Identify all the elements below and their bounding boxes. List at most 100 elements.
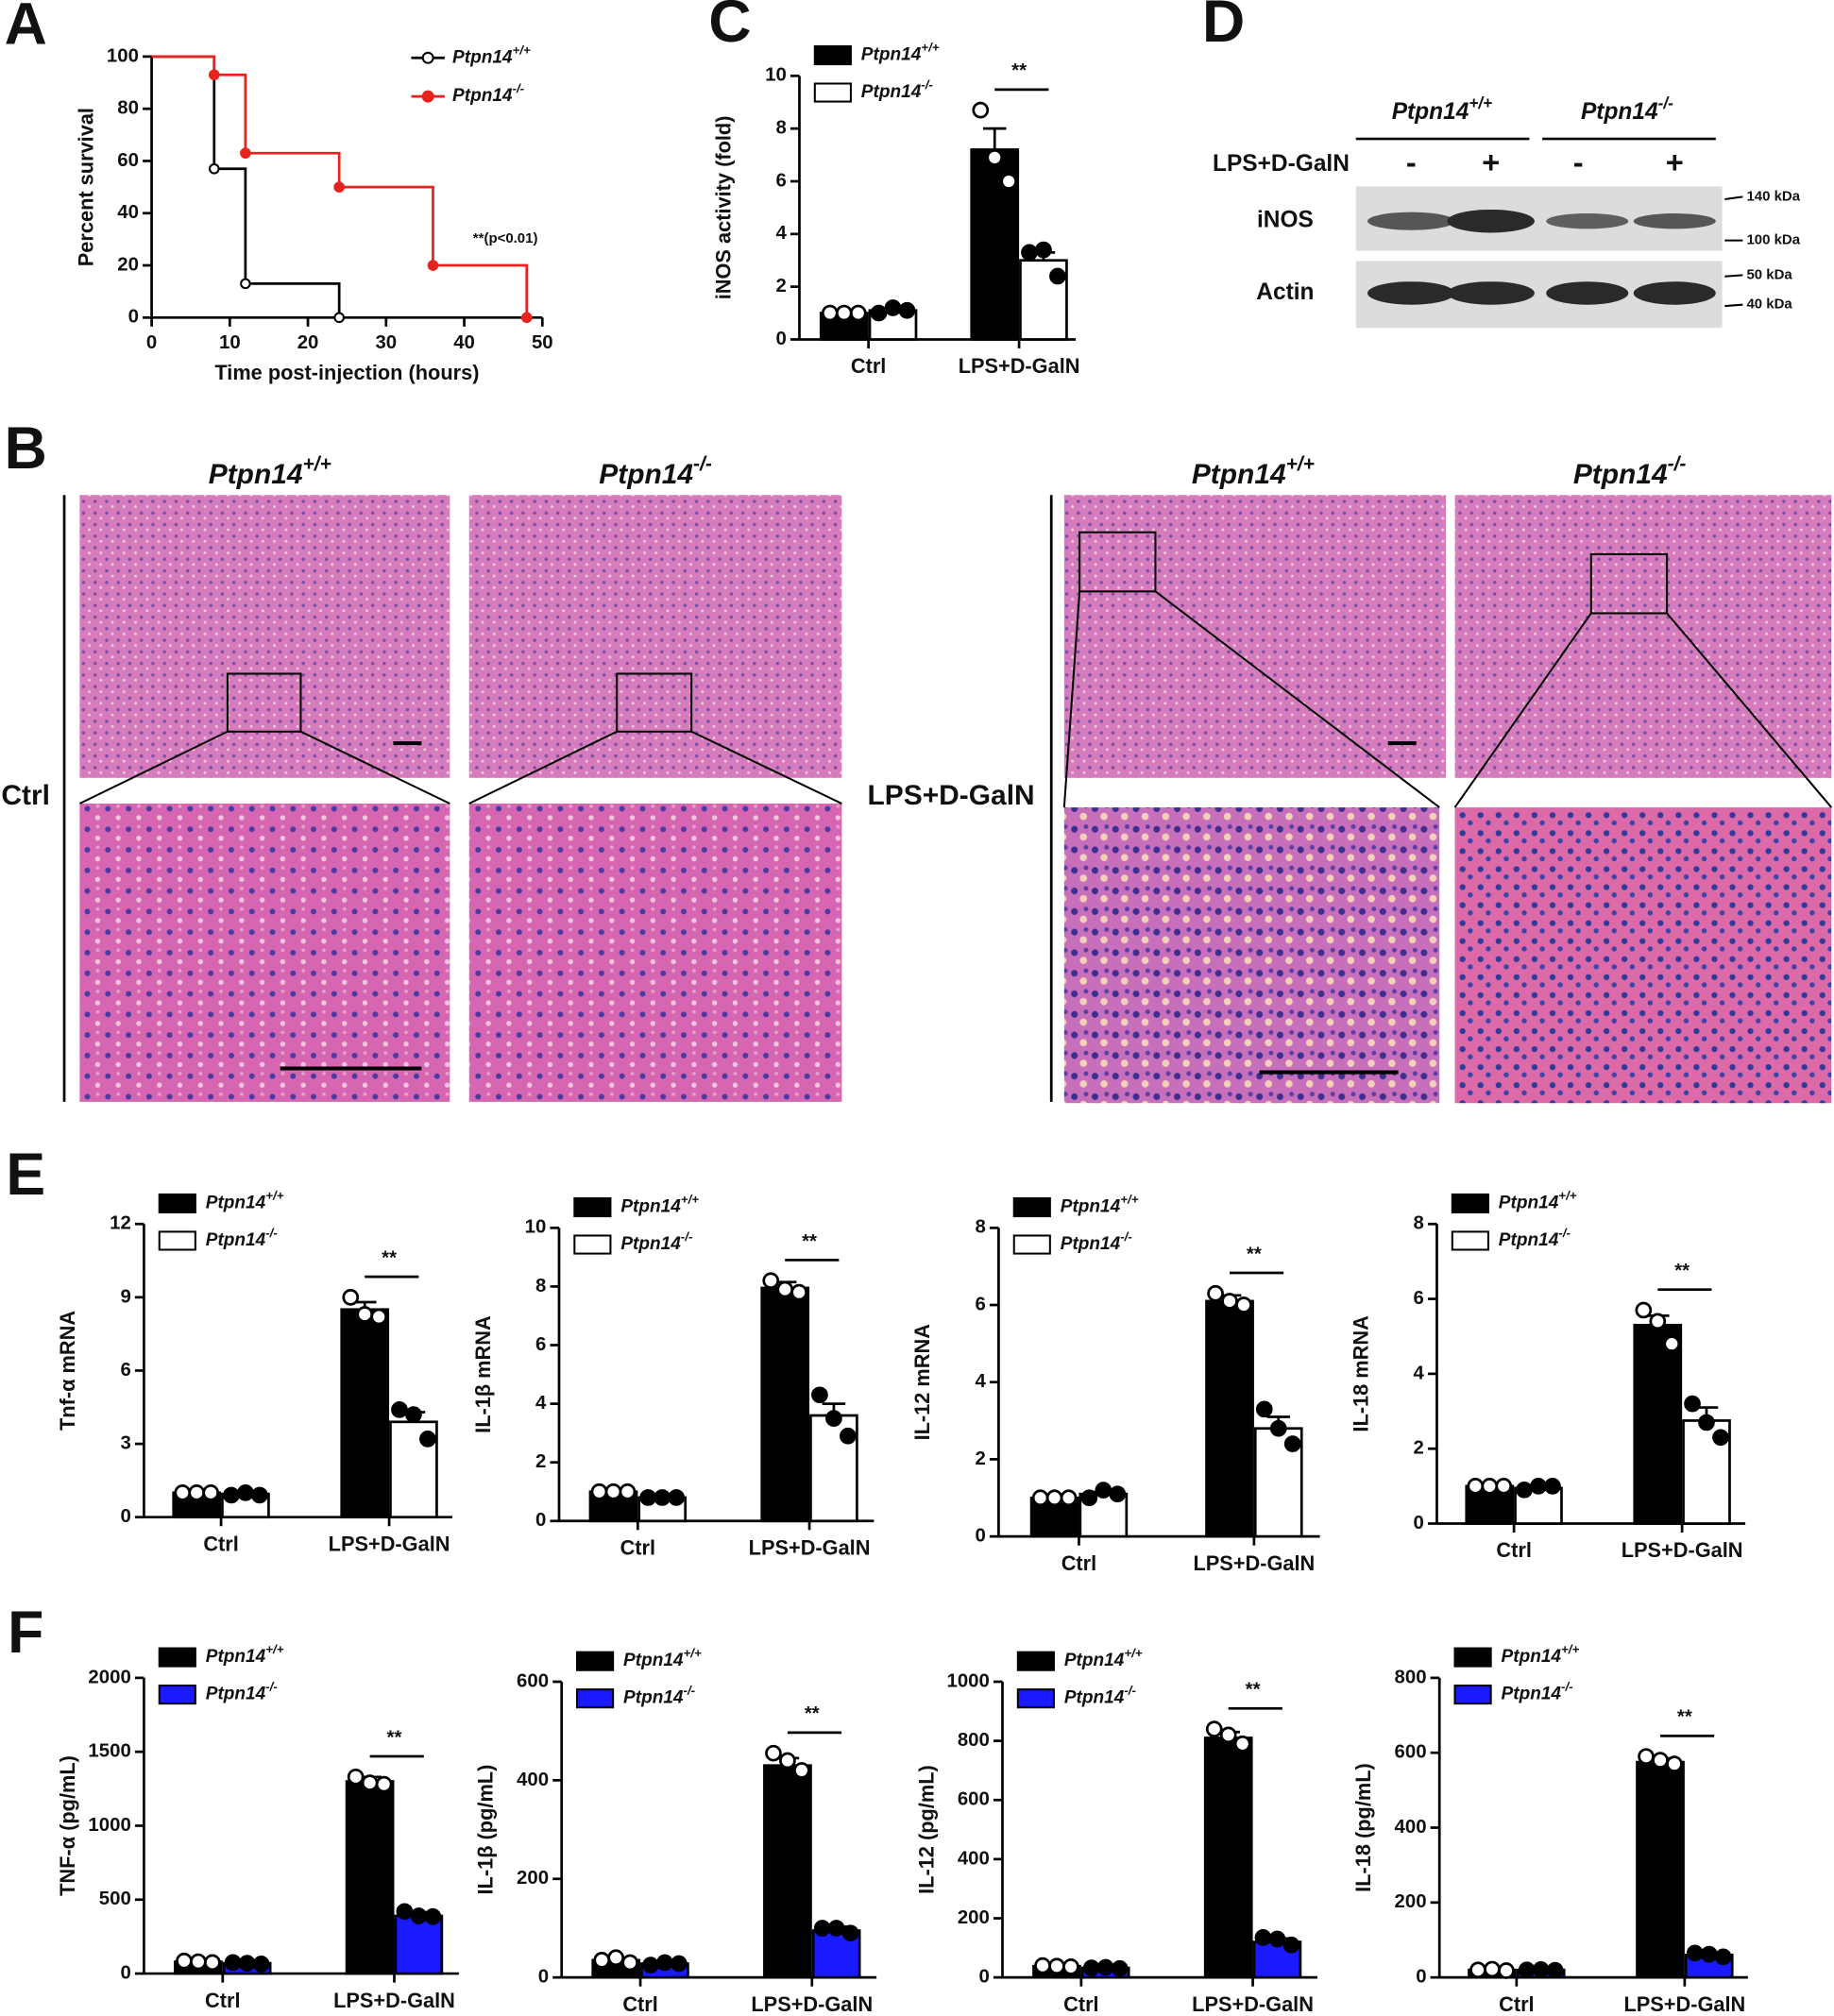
y-tick-label: 4 [535,1393,547,1414]
data-point [776,1280,794,1298]
data-point [1635,1301,1653,1319]
y-tick-label: 500 [99,1889,131,1909]
data-point [840,1427,857,1445]
bar [811,1929,861,1979]
significance-label: ** [1246,1680,1261,1701]
error-bar [982,127,1007,150]
y-tick-label: 200 [958,1907,990,1928]
data-point [190,1953,207,1971]
y-tick-label: 10 [765,65,787,86]
data-point [1467,1477,1485,1495]
data-point [1082,1959,1100,1976]
micrograph [1454,807,1832,1104]
data-point [1205,1720,1223,1737]
zoom-line [300,730,450,805]
data-point [790,1283,808,1301]
y-tick-label: 8 [1414,1213,1424,1234]
bar [394,1914,444,1975]
data-point [1481,1477,1499,1495]
data-point [656,1954,673,1972]
zoom-box [616,672,693,733]
y-tick-label: 0 [538,1967,549,1988]
y-tick-label: 4 [1414,1363,1425,1383]
x-tick-label: LPS+D-GalN [749,1535,871,1559]
significance-label: ** [802,1231,817,1252]
data-point [410,1907,428,1924]
x-tick-label: Ctrl [851,354,886,378]
treatment-sign: - [1406,144,1417,179]
treatment-label: LPS+D-GalN [1213,151,1350,177]
y-axis-label: Percent survival [74,108,97,266]
data-point [1035,241,1052,259]
significance-label: ** [805,1703,820,1724]
data-point [762,1272,780,1290]
y-tick-label: 12 [110,1213,131,1234]
y-axis-label: IL-12 (pg/mL) [914,1765,938,1894]
band [1367,212,1455,230]
legend-label: Ptpn14-/- [206,1226,279,1250]
bar [763,1764,812,1979]
data-point [1544,1477,1561,1495]
data-point [1283,1435,1301,1452]
data-point [1207,1284,1224,1302]
data-point [223,1486,240,1504]
x-tick-label: Ctrl [1063,1992,1098,2016]
data-point [1498,1962,1515,1979]
x-tick-label: 50 [532,332,553,353]
y-tick-label: 800 [958,1730,990,1751]
legend-swatch [813,82,852,103]
data-point [827,1920,845,1937]
legend-label: Ptpn14-/- [623,1684,696,1708]
marker-label: 100 kDa [1746,232,1800,248]
genotype-label: Ptpn14+/+ [1392,93,1492,125]
data-point [1516,1481,1533,1499]
x-tick-label: LPS+D-GalN [1622,1538,1743,1562]
y-tick-label: 80 [117,98,139,119]
data-point [870,304,888,322]
significance-label: ** [387,1727,402,1748]
legend-swatch [1012,1234,1051,1255]
legend-swatch [1453,1685,1492,1705]
data-point [1034,1957,1051,1974]
legend-label: Ptpn14+/+ [861,41,940,65]
band-label: iNOS [1257,208,1314,233]
point [520,312,533,324]
data-point [1712,1429,1729,1447]
y-tick-label: 2 [535,1451,546,1472]
data-point [1530,1477,1547,1495]
legend-label: Ptpn14+/+ [1499,1188,1577,1212]
data-point [1700,1945,1718,1963]
data-point [176,1952,193,1970]
y-tick-label: 200 [517,1868,549,1889]
legend-swatch [1453,1647,1492,1668]
genotype-label: Ptpn14+/+ [209,453,331,490]
legend-label: Ptpn14+/+ [452,42,531,67]
y-tick-label: 0 [120,1506,130,1527]
bar [340,1308,390,1519]
data-point [835,304,853,322]
zoom-line [690,730,842,805]
marker-label: 40 kDa [1746,296,1792,313]
data-point [590,1482,608,1500]
data-point [898,301,916,319]
zoom-line [1062,591,1081,808]
y-tick-label: 200 [1395,1891,1427,1912]
data-point [1638,1748,1655,1766]
legend-label: Ptpn14-/- [620,1229,693,1254]
data-point [1031,1489,1049,1507]
micrograph [79,804,450,1102]
x-tick-label: Ctrl [620,1535,655,1559]
panel-label: D [1202,0,1245,55]
point [208,162,220,175]
y-tick-label: 1000 [88,1815,130,1836]
point [427,260,439,271]
data-point [1714,1948,1732,1966]
y-tick-label: 1000 [946,1670,989,1691]
y-tick-label: 2 [1414,1438,1424,1459]
bar [1203,1736,1253,1979]
data-point [405,1406,422,1423]
y-tick-label: 0 [975,1526,985,1547]
point [208,69,220,81]
band-label: Actin [1256,280,1314,305]
treatment-sign: + [1482,144,1500,179]
